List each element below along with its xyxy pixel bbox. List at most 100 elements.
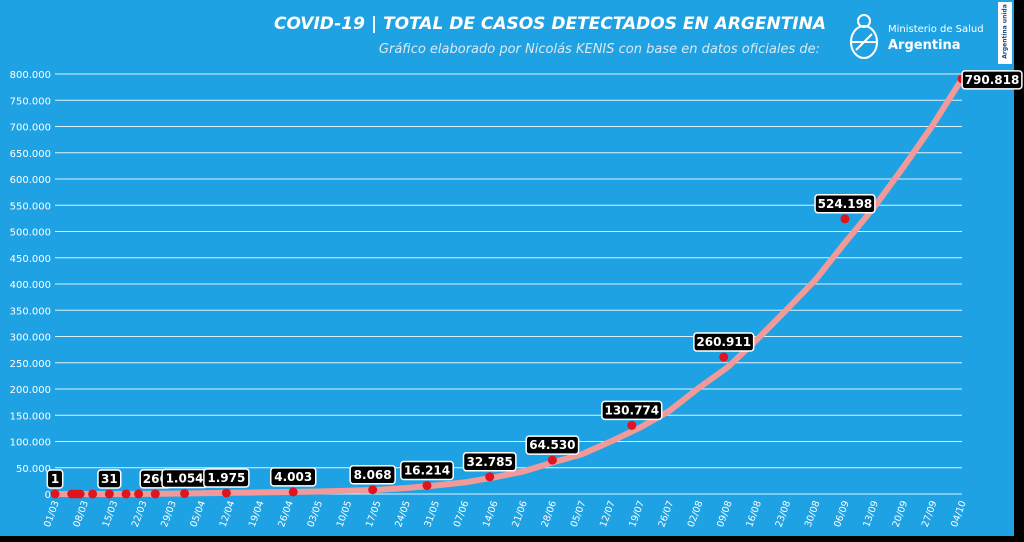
y-tick-label: 400.000 [10,280,51,291]
data-point [121,489,131,499]
y-tick-label: 550.000 [10,201,51,212]
data-label-box [269,467,317,487]
data-point [50,489,60,499]
x-tick-label: 21/06 [510,499,530,529]
y-tick-label: 450.000 [10,254,51,265]
data-point [547,455,557,465]
x-tick-label: 05/04 [188,499,208,529]
data-label-box [462,452,517,472]
x-tick-label: 30/08 [803,499,823,529]
y-tick-label: 650.000 [10,149,51,160]
y-tick-label: 750.000 [10,96,51,107]
data-label-box [400,460,454,481]
data-point [840,214,850,224]
argentina-unida-badge: Argentina unida [998,2,1012,64]
x-tick-label: 10/05 [335,499,355,529]
data-label-box [349,465,396,485]
data-label: 260.911 [696,335,751,349]
data-label-box [693,332,755,352]
data-point [719,352,729,362]
x-tick-label: 29/03 [159,499,179,529]
x-tick-label: 12/07 [598,499,618,529]
y-tick-label: 350.000 [10,306,51,317]
y-tick-label: 50.000 [16,464,51,475]
x-tick-label: 28/06 [540,499,560,529]
data-label-box [97,469,122,489]
chart-title: COVID-19 | TOTAL DE CASOS DETECTADOS EN … [273,14,827,34]
x-tick-label: 20/09 [891,499,911,529]
y-tick-label: 600.000 [10,175,51,186]
data-point [368,485,378,495]
y-tick-label: 500.000 [10,228,51,239]
x-tick-label: 01/03 [42,499,62,529]
y-tick-label: 700.000 [10,123,51,134]
x-tick-label: 24/05 [393,499,413,529]
ministry-logo: Ministerio de Salud Argentina [846,12,996,64]
coat-of-arms-icon [850,14,878,59]
data-label: 524.198 [818,197,873,211]
x-tick-label: 09/08 [715,499,735,529]
data-label: 790.818 [965,73,1020,87]
data-label-box [203,468,250,488]
data-point [88,489,98,499]
series-line [52,75,965,497]
x-tick-label: 26/07 [657,499,677,529]
data-label: 1.975 [207,471,245,485]
data-label: 8.068 [354,468,392,482]
x-tick-label: 08/03 [71,499,91,529]
data-label: 64.530 [529,438,575,452]
x-tick-label: 23/08 [774,499,794,529]
logo-ministry-text: Ministerio de Salud [888,24,984,35]
data-label: 31 [101,472,118,486]
data-label: 16.214 [404,463,450,477]
data-label: 4.003 [274,470,312,484]
data-point [288,487,298,497]
y-tick-label: 200.000 [10,385,51,396]
data-point [180,488,190,498]
x-tick-label: 16/08 [744,499,764,529]
x-tick-label: 02/08 [686,499,706,529]
data-label: 130.774 [604,403,659,417]
x-tick-label: 27/09 [920,499,940,529]
y-tick-label: 300.000 [10,333,51,344]
data-label: 1.054 [166,471,204,485]
data-label: 1 [51,472,59,486]
data-label-box [46,469,64,489]
logo-country-text: Argentina [888,38,961,53]
chart-subtitle: Gráfico elaborado por Nicolás KENIS con … [378,42,820,57]
badge-text: Argentina unida [1001,4,1009,59]
x-tick-label: 12/04 [218,499,238,529]
data-label-box [601,400,663,421]
data-point [75,489,85,499]
chart-background [0,0,1014,536]
data-point [627,420,637,430]
x-tick-label: 06/09 [832,499,852,529]
data-label-box [814,194,876,214]
x-tick-label: 26/04 [276,499,296,529]
x-tick-label: 05/07 [569,499,589,529]
x-tick-label: 15/03 [101,499,121,529]
data-point [150,489,160,499]
data-label: 32.785 [467,455,513,469]
y-tick-label: 800.000 [10,70,51,81]
x-tick-label: 17/05 [364,499,384,529]
y-tick-label: 250.000 [10,359,51,370]
x-tick-label: 31/05 [422,499,442,529]
x-tick-label: 04/10 [949,499,969,529]
data-point [485,472,495,482]
data-label-box [961,70,1023,90]
data-point [221,488,231,498]
y-tick-label: 0 [45,490,51,501]
data-point [134,489,144,499]
data-point [104,489,114,499]
y-tick-label: 150.000 [10,411,51,422]
x-tick-label: 22/03 [130,499,150,529]
x-tick-label: 13/09 [861,499,881,529]
x-tick-label: 03/05 [305,499,325,529]
x-tick-label: 19/07 [627,499,647,529]
data-label-box [525,435,580,455]
x-tick-label: 19/04 [247,499,267,529]
x-tick-label: 14/06 [481,499,501,529]
data-point [422,480,432,490]
